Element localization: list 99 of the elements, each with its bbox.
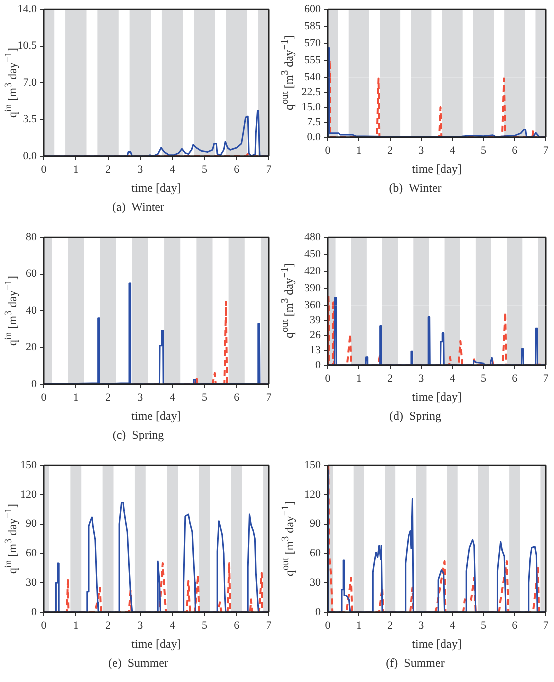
x-tick-label: 7 [543,620,550,632]
x-tick-label: 3 [138,620,144,632]
x-axis-title: time [day] [132,408,182,423]
x-tick-label: 3 [418,620,425,632]
x-tick-label: 7 [266,620,272,632]
x-tick-label: 2 [106,620,112,632]
y-tick-label: 450 [304,248,322,260]
y-tick-label: 10.5 [18,40,38,52]
y-tick-label: 0 [316,606,322,618]
text: (b) Winter [388,180,443,196]
x-tick-label: 1 [356,144,362,157]
y-tick-label: 3.5 [23,114,38,126]
y-tick-label: 30 [310,576,322,589]
y-tick-label: 0.0 [23,150,38,162]
x-tick-label: 0 [325,372,332,385]
x-tick-label: 7 [543,372,550,385]
x-tick-label: 6 [512,144,518,157]
y-tick-label: 0 [316,359,322,372]
text: (f) Summer [385,656,446,671]
y-tick-label: 150 [20,459,38,472]
y-tick-label: 120 [20,488,38,501]
x-tick-label: 2 [388,144,394,157]
x-tick-label: 3 [138,392,144,404]
y-tick-label: 570 [304,37,322,50]
x-tick-label: 6 [234,392,240,404]
y-tick-label: 150 [304,459,322,472]
x-tick-label: 2 [388,372,394,385]
x-tick-label: 1 [73,164,79,176]
x-tick-label: 3 [138,164,144,176]
x-tick-label: 1 [356,372,362,385]
x-axis-title: time [day] [132,180,182,195]
y-tick-label: 80 [26,231,38,244]
x-tick-label: 0 [325,144,332,157]
y-tick-label: 20 [26,342,38,354]
y-tick-label: 0.0 [307,131,322,144]
x-tick-label: 4 [170,392,176,404]
y-tick-label: 7.5 [307,116,322,128]
text: (a) Winter [112,200,166,215]
text: (c) Spring [112,428,166,443]
y-tick-label: 39 [310,314,322,326]
x-tick-label: 1 [356,620,362,632]
y-tick-label: 120 [304,488,322,501]
x-tick-label: 4 [450,144,456,157]
y-tick-label: 60 [26,548,38,560]
x-axis-title: time [day] [412,162,462,176]
x-axis-title: time [day] [412,390,462,404]
y-tick-label: 14.0 [18,3,38,16]
x-tick-label: 4 [450,372,456,385]
y-tick-label: 90 [26,518,38,530]
x-tick-label: 4 [170,164,176,176]
y-tick-label: 600 [304,3,322,16]
x-tick-label: 1 [73,620,79,632]
y-tick-label: 390 [304,282,322,294]
x-tick-label: 5 [202,164,208,176]
x-axis-title: time [day] [132,636,182,651]
x-tick-label: 6 [512,620,518,632]
x-tick-label: 4 [450,620,456,632]
y-tick-label: 60 [310,548,322,560]
x-tick-label: 5 [480,372,487,385]
x-tick-label: 0 [41,392,48,404]
y-tick-label: 60 [26,268,38,280]
x-tick-label: 0 [41,164,48,176]
y-tick-label: 585 [304,20,322,32]
x-tick-label: 2 [106,164,112,176]
x-tick-label: 3 [418,144,425,157]
y-tick-label: 15.0 [302,101,322,114]
y-tick-label: 26 [310,329,322,342]
x-tick-label: 6 [512,372,518,385]
x-tick-label: 7 [266,164,272,176]
x-tick-label: 5 [202,620,208,632]
y-tick-label: 540 [304,71,322,84]
text: (e) Summer [108,656,170,671]
y-tick-label: 360 [304,299,322,312]
x-tick-label: 7 [543,144,550,157]
y-tick-label: 555 [304,54,322,66]
y-tick-label: 420 [304,265,322,278]
y-tick-label: 13 [310,344,322,356]
x-tick-label: 0 [41,620,48,632]
x-tick-label: 4 [170,620,176,632]
x-axis-title: time [day] [412,636,462,651]
x-tick-label: 2 [106,392,112,404]
x-tick-label: 5 [480,144,487,157]
y-tick-label: 40 [26,304,38,317]
y-tick-label: 30 [26,576,38,589]
x-tick-label: 3 [418,372,425,385]
y-tick-label: 7.0 [23,76,38,89]
x-tick-label: 2 [388,620,394,632]
x-tick-label: 0 [325,620,332,632]
x-tick-label: 6 [234,620,240,632]
x-tick-label: 5 [480,620,487,632]
y-tick-label: 90 [310,518,322,530]
x-tick-label: 1 [73,392,79,404]
x-tick-label: 6 [234,164,240,176]
text: (d) Spring [388,408,442,424]
x-tick-label: 7 [266,392,272,404]
y-tick-label: 480 [304,231,322,244]
x-tick-label: 5 [202,392,208,404]
y-tick-label: 0 [32,606,38,618]
y-tick-label: 22.5 [302,86,322,98]
